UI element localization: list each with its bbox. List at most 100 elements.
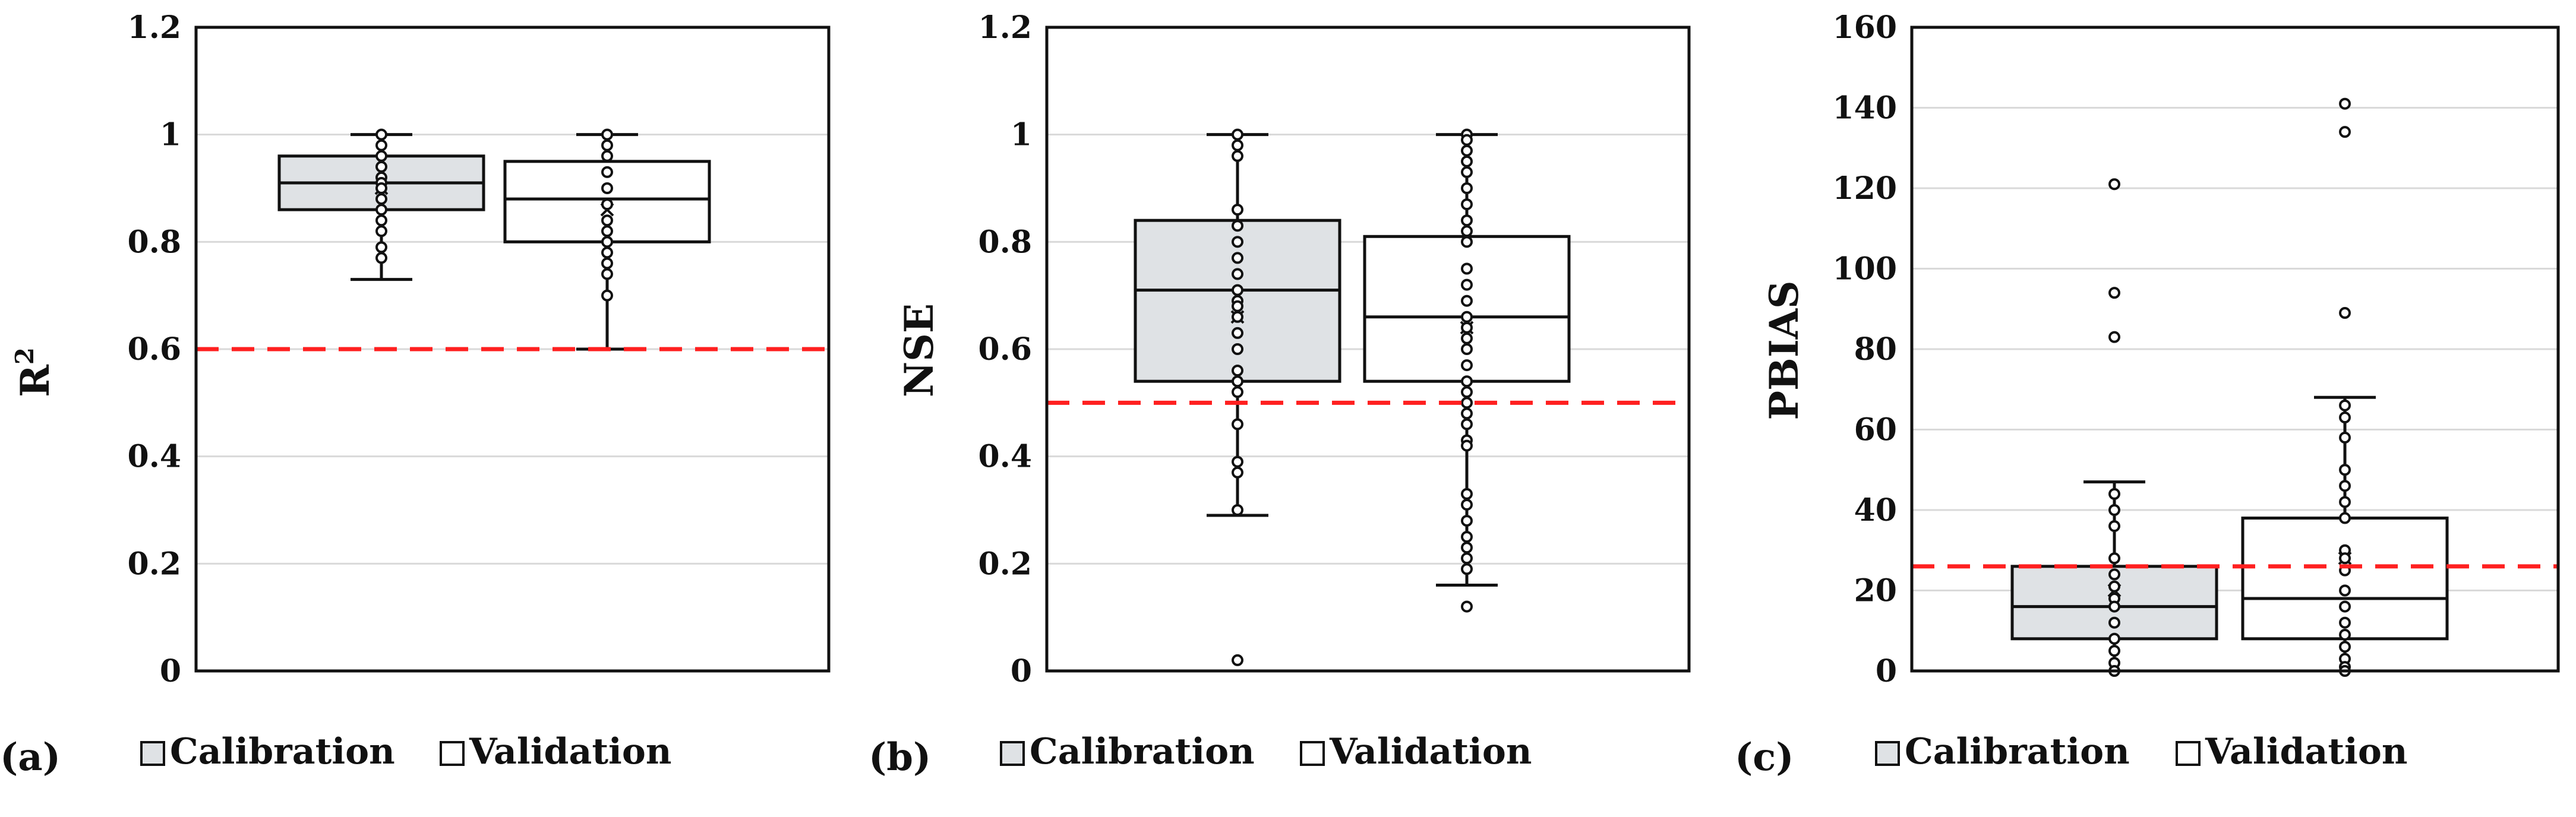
y-tick-label: 0.6 xyxy=(128,331,181,368)
calibration-data-point xyxy=(1232,386,1243,398)
calibration-data-point xyxy=(1232,375,1243,388)
validation-data-point xyxy=(1461,418,1473,430)
y-tick-label: 0.2 xyxy=(978,546,1032,582)
y-tick-label: 40 xyxy=(1854,492,1897,528)
panel-a-y-ticks: 0 0.2 0.4 0.6 0.8 1 1.2 xyxy=(128,10,181,689)
calibration-data-point xyxy=(1232,252,1243,264)
calibration-data-point xyxy=(1232,418,1243,430)
calibration-data-point xyxy=(2108,552,2120,565)
y-tick-label: 0.2 xyxy=(128,546,181,582)
calibration-data-point xyxy=(1232,128,1243,141)
calibration-data-point xyxy=(375,182,387,194)
panel-b-boxes xyxy=(1134,128,1571,666)
validation-data-point xyxy=(601,198,613,211)
calibration-data-point xyxy=(1232,343,1243,355)
validation-data-point xyxy=(1461,439,1473,452)
panel-c-y-ticks: 0 20 40 60 80 100 120 140 160 xyxy=(1832,10,1897,689)
validation-data-point xyxy=(1461,515,1473,527)
calibration-data-point xyxy=(2108,504,2120,516)
validation-data-point xyxy=(601,225,613,238)
panel-a-boxes xyxy=(277,128,711,351)
validation-data-point xyxy=(2339,97,2351,110)
validation-data-point xyxy=(601,166,613,178)
y-tick-label: 0 xyxy=(1876,653,1897,689)
calibration-data-point xyxy=(2108,331,2120,343)
y-tick-label: 0 xyxy=(160,653,181,689)
validation-box xyxy=(1363,235,1571,383)
panel-c-plot-frame xyxy=(1910,26,2560,673)
calibration-data-point xyxy=(1232,284,1243,296)
validation-data-point xyxy=(1461,236,1473,248)
validation-data-point xyxy=(2339,552,2351,565)
validation-data-point xyxy=(2339,464,2351,476)
calibration-data-point xyxy=(375,128,387,141)
validation-data-point xyxy=(601,182,613,194)
y-tick-label: 80 xyxy=(1854,331,1897,368)
validation-data-point xyxy=(1461,311,1473,323)
y-tick-label: 0.6 xyxy=(978,331,1032,368)
validation-data-point xyxy=(1461,332,1473,344)
calibration-data-point xyxy=(375,193,387,205)
panel-c-legend-validation-swatch xyxy=(2176,741,2201,766)
calibration-data-point xyxy=(375,214,387,227)
y-tick-label: 1 xyxy=(1011,117,1032,153)
validation-data-point xyxy=(1461,166,1473,178)
y-tick-label: 1 xyxy=(160,117,181,153)
y-tick-label: 160 xyxy=(1832,10,1897,46)
validation-data-point xyxy=(2339,399,2351,411)
panel-c-label: (c) xyxy=(1735,735,1794,780)
calibration-data-point xyxy=(1232,327,1243,339)
panel-b-legend-calibration-label: Calibration xyxy=(1030,731,1255,772)
calibration-data-point xyxy=(1232,311,1243,323)
validation-data-point xyxy=(2339,600,2351,613)
validation-data-point xyxy=(601,257,613,270)
y-tick-label: 0.4 xyxy=(128,439,181,475)
calibration-data-point xyxy=(1232,139,1243,151)
validation-data-point xyxy=(601,289,613,302)
calibration-data-point xyxy=(1232,654,1243,666)
validation-data-point xyxy=(601,268,613,280)
panel-c: 0 20 40 60 80 100 120 140 160 PBIAS (c) Calibrat… xyxy=(1735,10,2560,780)
validation-data-point xyxy=(1461,214,1473,227)
y-tick-label: 100 xyxy=(1832,251,1897,287)
validation-data-point xyxy=(2339,584,2351,597)
panel-b: 0 0.2 0.4 0.6 0.8 1 1.2 NSE (b) Calibration Va… xyxy=(869,10,1691,780)
validation-data-point xyxy=(1461,155,1473,167)
panel-b-legend-validation-label: Validation xyxy=(1329,731,1532,772)
panel-c-gridlines xyxy=(1912,107,2558,591)
panel-b-y-ticks: 0 0.2 0.4 0.6 0.8 1 1.2 xyxy=(978,10,1032,689)
validation-data-point xyxy=(1461,531,1473,543)
panel-a-legend-calibration-swatch xyxy=(140,741,165,766)
validation-data-point xyxy=(601,128,613,141)
validation-data-point xyxy=(1461,343,1473,355)
validation-data-point xyxy=(601,236,613,248)
validation-data-point xyxy=(1461,182,1473,194)
calibration-data-point xyxy=(1232,365,1243,377)
y-tick-label: 120 xyxy=(1832,170,1897,207)
validation-data-point xyxy=(1461,552,1473,565)
validation-data-point xyxy=(1461,278,1473,291)
validation-data-point xyxy=(2339,432,2351,444)
y-tick-label: 140 xyxy=(1832,90,1897,126)
validation-data-point xyxy=(601,214,613,227)
validation-data-point xyxy=(1461,563,1473,575)
validation-data-point xyxy=(2339,126,2351,138)
calibration-data-point xyxy=(375,160,387,173)
panel-a-y-axis-title: R2 xyxy=(10,347,58,397)
validation-data-point xyxy=(601,150,613,162)
validation-data-point xyxy=(2339,641,2351,653)
calibration-data-point xyxy=(375,139,387,151)
validation-data-point xyxy=(1461,487,1473,500)
validation-data-point xyxy=(2339,480,2351,492)
calibration-data-point xyxy=(1232,150,1243,162)
validation-data-point xyxy=(1461,375,1473,388)
calibration-data-point xyxy=(1232,220,1243,232)
validation-data-point xyxy=(1461,294,1473,307)
validation-data-point xyxy=(1461,321,1473,334)
calibration-data-point xyxy=(2108,616,2120,629)
validation-data-point xyxy=(601,246,613,259)
calibration-data-point xyxy=(2108,645,2120,657)
calibration-data-point xyxy=(1232,466,1243,479)
panel-b-plot-frame xyxy=(1045,26,1691,673)
